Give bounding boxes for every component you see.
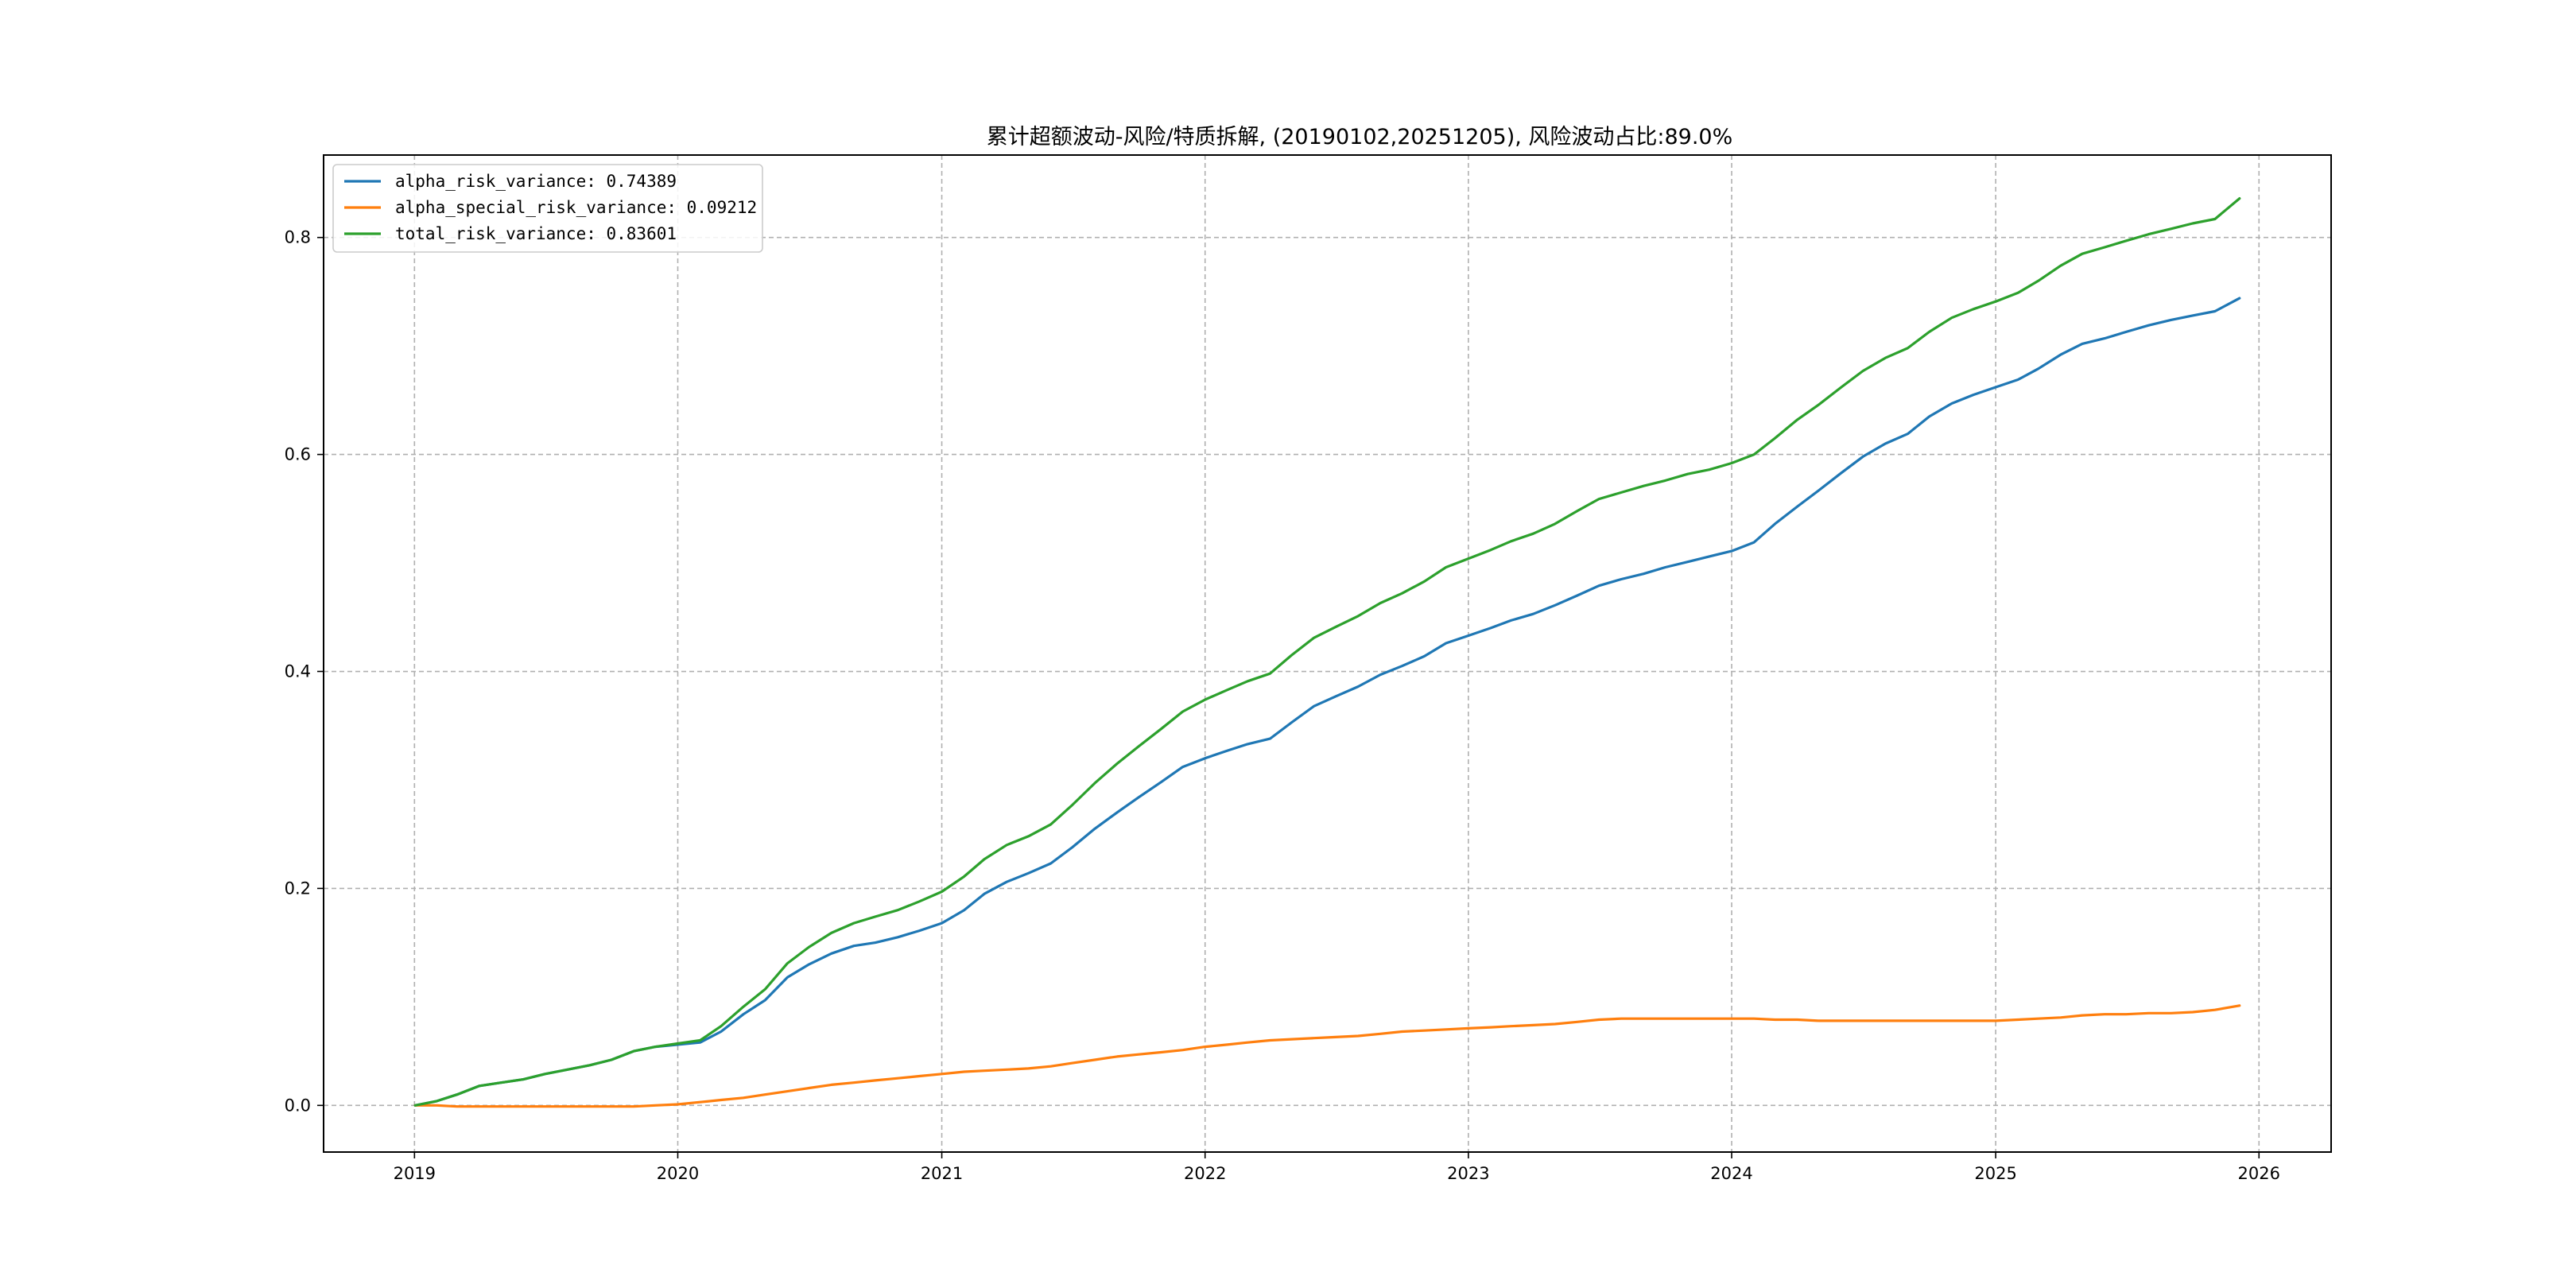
x-tick-label: 2025 [1974,1164,2016,1183]
x-tick-label: 2019 [394,1164,436,1183]
y-tick-label: 0.2 [285,879,311,898]
series-line [413,1004,2241,1108]
legend-box [332,164,763,253]
legend-label: total_risk_variance: 0.83601 [395,224,677,243]
x-tick-label: 2020 [657,1164,699,1183]
legend-label: alpha_special_risk_variance: 0.09212 [395,198,757,217]
y-tick-label: 0.0 [285,1096,311,1115]
legend-label: alpha_risk_variance: 0.74389 [395,172,677,191]
y-axis: 0.0 0.2 0.4 0.6 0.8 [285,228,324,1115]
x-tick-label: 2026 [2238,1164,2280,1183]
series-line [413,297,2241,1107]
legend: alpha_risk_variance: 0.74389 alpha_specia… [332,164,763,253]
x-tick-label: 2021 [921,1164,963,1183]
y-tick-label: 0.6 [285,445,311,464]
y-tick-label: 0.4 [285,662,311,681]
x-tick-label: 2024 [1710,1164,1752,1183]
series-layer [413,197,2241,1108]
plot-frame [323,154,2332,1153]
x-tick-label: 2022 [1184,1164,1226,1183]
series-line [413,197,2241,1107]
x-tick-label: 2023 [1447,1164,1489,1183]
chart-title: 累计超额波动-风险/特质拆解, (20190102,20251205), 风险波… [987,125,1733,149]
y-tick-label: 0.8 [285,228,311,247]
x-axis: 2019 2020 2021 2022 2023 2024 2025 2026 [394,1152,2280,1183]
